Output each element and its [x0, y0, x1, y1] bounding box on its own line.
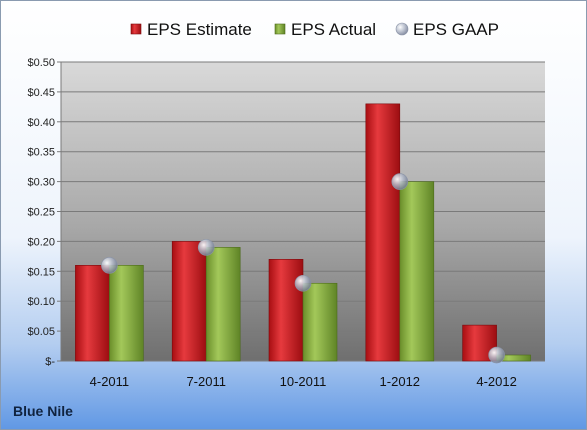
marker-eps-gaap — [391, 173, 409, 190]
y-tick-label: $0.25 — [27, 207, 55, 219]
y-tick-label: $0.20 — [27, 236, 55, 248]
company-name: Blue Nile — [13, 403, 73, 419]
y-tick-label: $- — [45, 356, 55, 368]
bar-eps-estimate — [365, 103, 401, 362]
bar-eps-actual — [302, 282, 338, 362]
legend-label: EPS GAAP — [413, 20, 499, 39]
y-tick-label: $0.50 — [27, 57, 55, 69]
bar-eps-estimate — [268, 259, 304, 362]
bar-eps-estimate — [171, 241, 207, 362]
bar-eps-actual — [399, 181, 435, 362]
x-tick-label: 4-2012 — [476, 374, 516, 389]
legend-label: EPS Estimate — [147, 20, 252, 39]
y-tick-label: $0.35 — [27, 147, 55, 159]
y-tick-label: $0.30 — [27, 177, 55, 189]
x-tick-label: 1-2012 — [380, 374, 420, 389]
x-tick-label: 7-2011 — [186, 374, 226, 389]
legend-swatch — [274, 23, 286, 35]
marker-eps-gaap — [488, 346, 505, 364]
bar-eps-actual — [205, 247, 241, 362]
y-tick-label: $0.15 — [27, 266, 55, 278]
legend-swatch — [395, 22, 409, 36]
marker-eps-gaap — [101, 257, 118, 274]
legend-swatch — [130, 23, 142, 35]
marker-eps-gaap — [294, 274, 312, 292]
y-tick-label: $0.45 — [27, 87, 55, 99]
bar-eps-estimate — [75, 265, 110, 362]
y-tick-label: $0.10 — [27, 296, 55, 308]
bar-eps-actual — [109, 265, 144, 362]
x-tick-label: 10-2011 — [280, 374, 327, 389]
legend-label: EPS Actual — [291, 20, 376, 39]
marker-eps-gaap — [197, 239, 215, 256]
bar-eps-estimate — [462, 324, 497, 362]
y-tick-label: $0.05 — [27, 326, 55, 338]
x-tick-label: 4-2011 — [90, 374, 130, 389]
y-tick-label: $0.40 — [27, 117, 55, 129]
